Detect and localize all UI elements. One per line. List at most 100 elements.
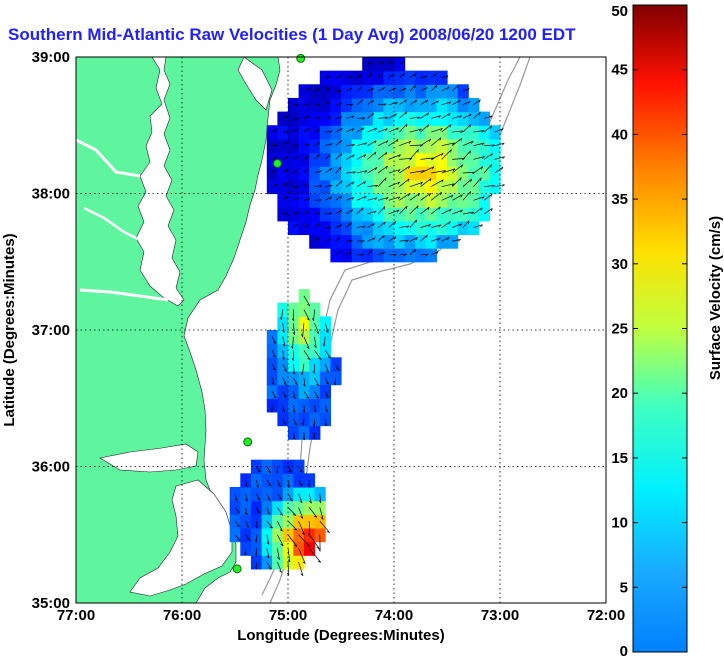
velocity-cell [468,152,480,167]
velocity-vector-head [279,513,283,516]
velocity-vector [399,225,410,228]
velocity-vector-head [329,196,332,200]
velocity-vector [277,493,283,500]
velocity-vector [245,507,248,515]
velocity-vector-head [294,544,298,547]
velocity-cell [457,125,469,140]
velocity-cell [478,166,490,181]
velocity-vector [441,183,455,188]
velocity-vector [399,157,412,160]
rappahannock-river [83,206,141,242]
velocity-vector [483,125,492,133]
velocity-vector [441,101,451,106]
velocity-cell [394,193,406,208]
velocity-vector-head [502,156,505,160]
velocity-vector [473,177,482,187]
velocity-vector-head [404,99,407,103]
velocity-cell [383,234,395,249]
velocity-vector [378,197,389,201]
velocity-vector [367,73,372,78]
velocity-vector [324,377,329,385]
velocity-vector [356,99,363,106]
velocity-vector [483,164,492,174]
velocity-vector [494,142,505,147]
velocity-vector-head [254,553,257,556]
velocity-vector [293,117,299,119]
velocity-vector [388,102,398,106]
y-tick-labels: 39:00 38:00 37:00 36:00 35:00 [32,49,70,612]
velocity-vector-head [374,140,377,144]
velocity-vector-head [292,410,296,413]
velocity-vector-head [461,164,463,168]
velocity-vector-head [458,239,461,242]
velocity-cell [298,179,310,195]
velocity-cell [277,193,289,208]
velocity-cell [457,193,469,208]
velocity-vector [234,493,238,501]
velocity-vector-head [374,127,378,131]
velocity-vector [409,219,417,228]
velocity-vector [292,404,296,413]
velocity-vector-head [417,149,419,153]
velocity-vector-head [339,116,343,120]
velocity-vector-head [382,251,385,255]
velocity-vector-head [316,88,319,92]
velocity-vector-head [299,470,303,473]
velocity-vector-head [502,184,505,187]
velocity-vector-head [296,128,299,132]
velocity-vector [282,336,286,347]
velocity-vector-head [313,409,317,413]
velocity-cell [447,220,459,236]
velocity-vector [266,548,270,558]
colorbar-tick-label: 40 [611,126,628,143]
velocity-vector-head [275,128,278,132]
velocity-vector-head [317,128,320,132]
velocity-vector [378,117,388,119]
velocity-vector [303,88,309,92]
velocity-vector-head [318,154,320,158]
velocity-vector-head [303,383,306,387]
velocity-cell [298,125,310,140]
velocity-vector-head [405,123,408,127]
velocity-vector [325,184,333,188]
velocity-vector [271,169,277,174]
velocity-cell [309,111,321,126]
velocity-vector [356,253,364,256]
velocity-vector [282,115,288,119]
velocity-vector-head [317,103,320,107]
velocity-cell [362,220,374,236]
velocity-vector [314,336,317,348]
velocity-vector [266,493,271,501]
velocity-vector [420,75,428,78]
velocity-vector-head [385,197,389,200]
velocity-cell [330,179,342,195]
velocity-vector-head [325,382,329,385]
velocity-cell [447,111,459,126]
velocity-vector [287,493,293,502]
velocity-vector [324,238,331,242]
velocity-vector [335,180,343,187]
velocity-cell [372,57,384,72]
velocity-vector-head [313,515,318,518]
velocity-vector [409,170,425,174]
velocity-vector [303,168,309,174]
velocity-cell [372,207,384,222]
albemarle-sound [99,443,199,473]
velocity-vector [430,191,442,201]
velocity-vector-head [470,178,472,182]
velocity-vector [335,363,340,371]
velocity-vector [430,100,439,106]
velocity-vector [271,156,278,160]
velocity-vector [266,466,272,474]
velocity-vector-head [306,224,309,228]
velocity-vector-head [370,249,373,253]
velocity-vector [367,166,378,174]
velocity-vector-head [451,183,455,186]
velocity-vector-head [295,103,299,107]
velocity-vector-head [438,206,441,210]
velocity-vector-head [328,238,331,242]
velocity-vector [399,123,408,133]
velocity-vector-head [322,343,325,347]
velocity-vector [266,534,270,545]
